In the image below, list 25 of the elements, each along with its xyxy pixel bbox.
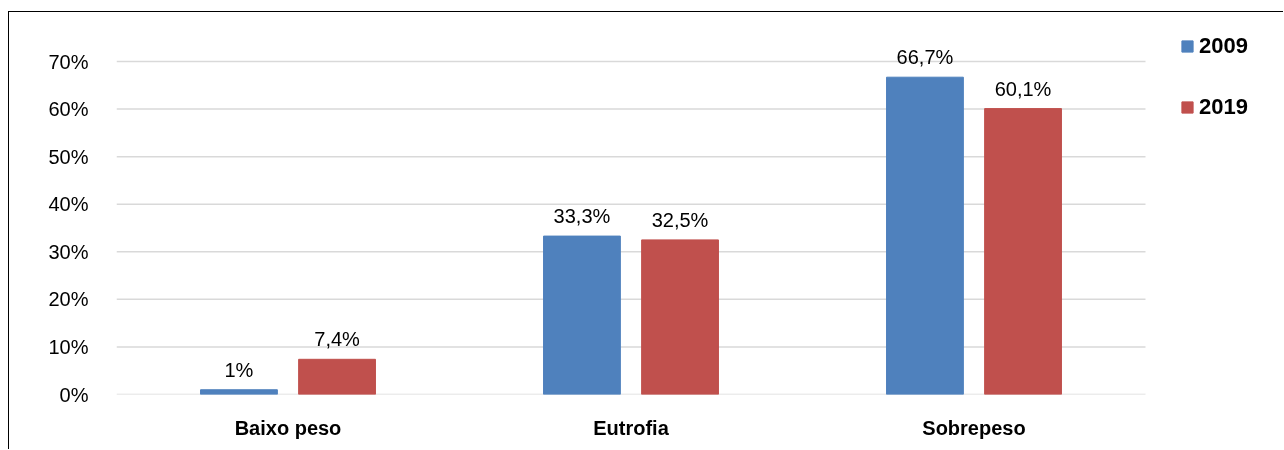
- data-label: 66,7%: [896, 46, 954, 69]
- bar: [200, 389, 278, 395]
- legend-label: 2009: [1199, 33, 1248, 59]
- y-tick-label: 30%: [48, 240, 89, 263]
- y-tick-label: 10%: [48, 335, 89, 358]
- y-tick-label: 40%: [48, 193, 89, 216]
- x-tick-label: Eutrofia: [593, 416, 670, 439]
- bar: [641, 239, 719, 395]
- data-label: 60,1%: [994, 77, 1052, 100]
- x-tick-label: Sobrepeso: [922, 416, 1026, 439]
- y-tick-label: 20%: [48, 288, 89, 311]
- x-tick-label: Baixo peso: [234, 416, 342, 439]
- data-label: 33,3%: [553, 205, 611, 228]
- y-tick-label: 60%: [48, 98, 89, 121]
- data-label: 1%: [224, 358, 254, 381]
- y-tick-label: 0%: [59, 383, 89, 406]
- bar: [984, 108, 1062, 395]
- bar: [886, 76, 964, 395]
- bar: [298, 358, 376, 395]
- y-tick-label: 50%: [48, 145, 89, 168]
- data-label: 7,4%: [314, 328, 361, 351]
- data-label: 32,5%: [651, 208, 709, 231]
- bar: [543, 235, 621, 395]
- legend-label: 2019: [1199, 94, 1248, 120]
- y-tick-label: 70%: [48, 50, 89, 73]
